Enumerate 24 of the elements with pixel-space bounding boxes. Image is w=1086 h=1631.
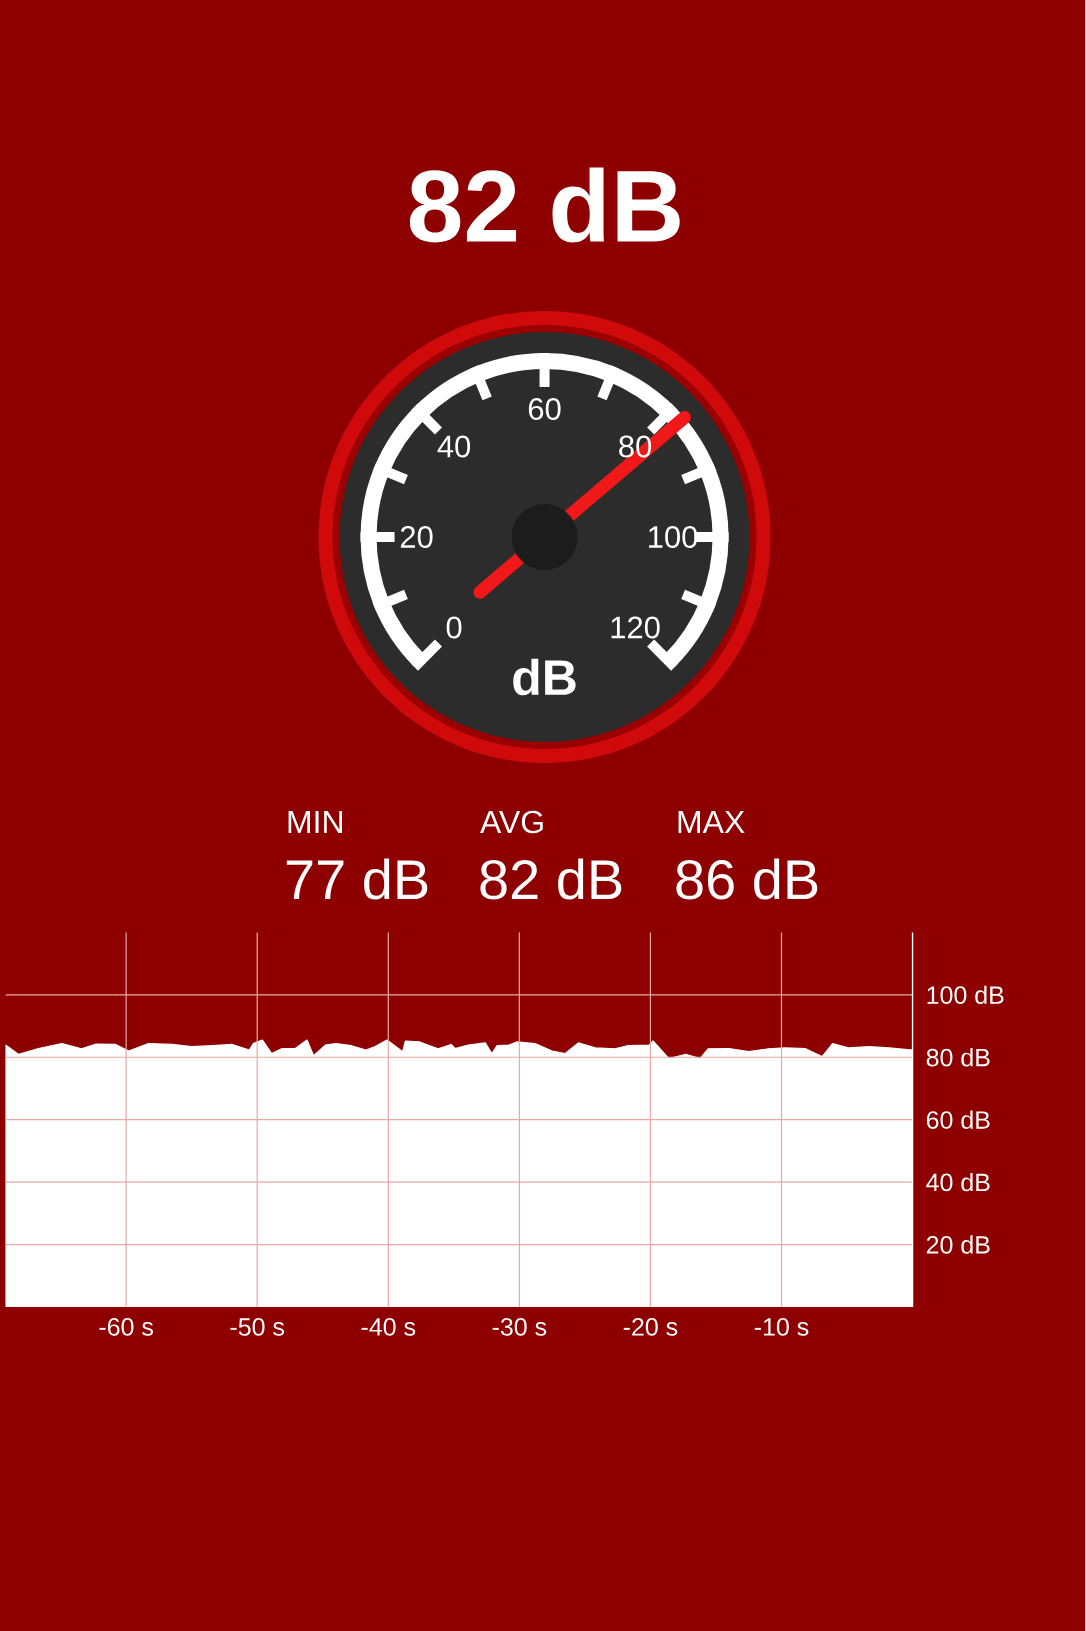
x-tick-label: -20 s [623, 1318, 678, 1336]
text: 20 [401, 526, 433, 548]
text: MIN [288, 810, 343, 833]
x-tick-label: -30 s [492, 1318, 547, 1336]
x-tick-label: -40 s [361, 1318, 416, 1336]
text: 82 dB [410, 167, 680, 243]
x-tick-label: -10 s [755, 1318, 809, 1336]
x-tick-label: -50 s [230, 1318, 285, 1336]
text: dB [513, 658, 576, 696]
text: AVG [480, 810, 543, 834]
text: MAX [678, 810, 745, 833]
text: 120 [611, 616, 660, 639]
text: 0 [446, 616, 462, 639]
text: 60 [529, 398, 561, 420]
text: 86 dB [676, 858, 818, 900]
text: 82 dB [480, 858, 622, 900]
x-tick-label: -60 s [99, 1318, 154, 1336]
y-tick-label: 60 dB [927, 1110, 990, 1129]
y-tick-label: 40 dB [926, 1172, 990, 1192]
text: 77 dB [287, 858, 428, 900]
y-tick-label: 100 dB [927, 985, 1004, 1005]
y-tick-label: 20 dB [927, 1235, 990, 1254]
text: 40 [437, 435, 471, 458]
y-tick-label: 80 dB [926, 1048, 990, 1067]
